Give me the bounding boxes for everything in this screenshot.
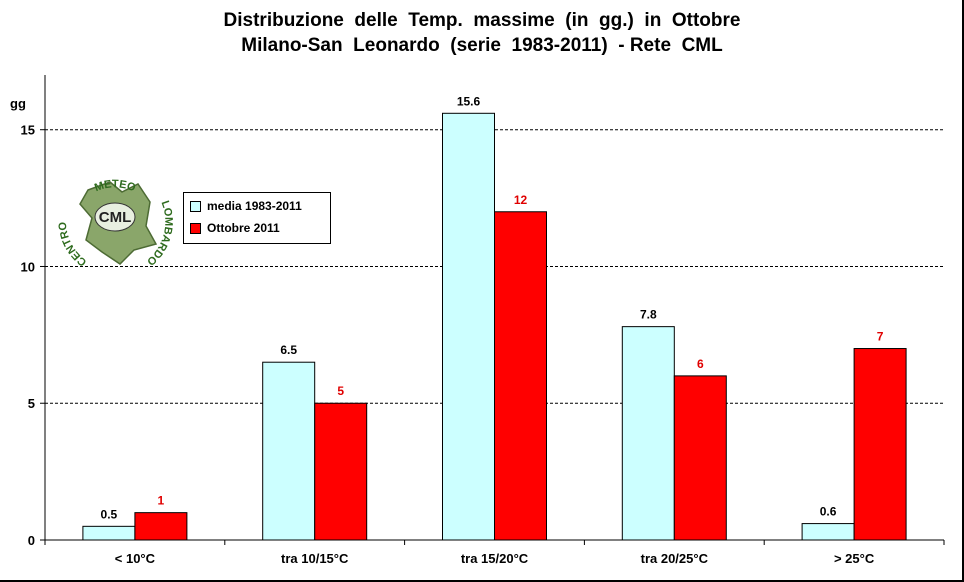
bar-ottobre — [314, 402, 368, 541]
logo-top-text: METEO — [93, 178, 138, 194]
cml-logo: METEO CENTRO LOMBARDO CML — [50, 152, 180, 287]
logo-center-text: CML — [99, 209, 132, 226]
data-label-ottobre: 7 — [877, 330, 884, 344]
logo-left-text: CENTRO — [57, 221, 89, 269]
data-label-ottobre: 1 — [158, 494, 165, 508]
data-label-media: 7.8 — [640, 308, 657, 322]
x-tick-label: tra 20/25°C — [641, 551, 709, 566]
chart-title: Distribuzione delle Temp. massime (in gg… — [223, 10, 741, 31]
legend: media 1983-2011 Ottobre 2011 — [183, 192, 331, 244]
svg-text:METEO: METEO — [93, 178, 138, 194]
bar-media — [262, 361, 316, 541]
chart-subtitle: Milano-San Leonardo (serie 1983-2011) - … — [241, 35, 723, 56]
y-tick-label: 10 — [21, 259, 35, 274]
x-tick-label: > 25°C — [834, 551, 875, 566]
data-label-ottobre: 12 — [514, 193, 528, 207]
x-tick-label: < 10°C — [115, 551, 156, 566]
legend-label-media: media 1983-2011 — [207, 199, 302, 213]
x-tick-label: tra 10/15°C — [281, 551, 349, 566]
bar-ottobre — [673, 375, 727, 541]
data-label-media: 15.6 — [457, 94, 481, 108]
data-label-ottobre: 6 — [697, 357, 704, 371]
legend-label-ottobre: Ottobre 2011 — [207, 221, 280, 235]
bar-media — [82, 525, 136, 541]
legend-item-ottobre: Ottobre 2011 — [190, 220, 280, 236]
bar-media — [621, 326, 675, 541]
data-label-ottobre: 5 — [337, 384, 344, 398]
x-tick-label: tra 15/20°C — [461, 551, 529, 566]
bar-ottobre — [134, 512, 188, 541]
legend-swatch-ottobre — [190, 222, 201, 234]
data-label-media: 0.6 — [820, 505, 837, 519]
bar-ottobre — [494, 211, 547, 541]
legend-item-media: media 1983-2011 — [190, 198, 302, 214]
y-tick-label: 0 — [28, 533, 35, 548]
y-tick-label: 15 — [21, 123, 35, 138]
bar-media — [442, 112, 495, 541]
bar-media — [801, 523, 855, 541]
y-tick-label: 5 — [28, 396, 35, 411]
bar-ottobre — [853, 348, 907, 541]
data-label-media: 0.5 — [101, 507, 118, 521]
svg-text:CENTRO: CENTRO — [57, 221, 89, 269]
y-axis-label: gg — [10, 96, 26, 111]
data-label-media: 6.5 — [280, 343, 297, 357]
legend-swatch-media — [190, 200, 201, 212]
